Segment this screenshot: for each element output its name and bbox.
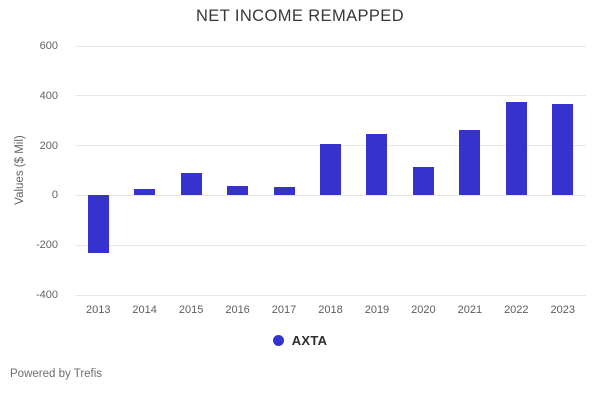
bar-2013[interactable] <box>87 195 109 253</box>
bar-2021[interactable] <box>459 129 481 196</box>
bar-2019[interactable] <box>366 134 388 196</box>
gridline--200 <box>75 244 586 246</box>
gridline-600 <box>75 45 586 47</box>
x-tick-2021: 2021 <box>457 304 483 316</box>
legend: AXTA <box>0 333 600 348</box>
x-tick-2018: 2018 <box>318 304 343 316</box>
bar-2015[interactable] <box>180 173 202 196</box>
x-tick-2020: 2020 <box>411 304 436 316</box>
x-tick-2016: 2016 <box>225 304 250 316</box>
x-tick-2013: 2013 <box>85 304 111 316</box>
x-tick-2019: 2019 <box>364 304 390 316</box>
bar-2016[interactable] <box>227 185 249 196</box>
x-tick-2022: 2022 <box>504 304 529 316</box>
bar-2018[interactable] <box>320 144 341 196</box>
x-tick-2017: 2017 <box>271 304 297 316</box>
y-tick--400: -400 <box>35 289 58 301</box>
y-tick-400: 400 <box>39 89 58 102</box>
bar-2022[interactable] <box>505 102 527 196</box>
bar-2020[interactable] <box>412 166 434 196</box>
chart-title: NET INCOME REMAPPED <box>195 7 405 25</box>
gridline--400 <box>75 294 586 296</box>
bar-2014[interactable] <box>134 188 156 196</box>
x-tick-2014: 2014 <box>132 304 157 316</box>
x-tick-2015: 2015 <box>178 304 204 316</box>
gridline-400 <box>75 95 586 97</box>
y-tick--200: -200 <box>35 239 58 252</box>
legend-marker-icon[interactable] <box>272 335 284 346</box>
gridline-0 <box>75 194 586 196</box>
y-tick-600: 600 <box>39 40 58 52</box>
legend-item-axta[interactable]: AXTA <box>291 333 328 348</box>
y-tick-200: 200 <box>39 139 58 152</box>
x-tick-2023: 2023 <box>550 304 575 316</box>
bar-2023[interactable] <box>552 103 574 196</box>
bar-2017[interactable] <box>273 186 295 196</box>
powered-by-trefis-text: Powered by Trefis <box>10 368 103 380</box>
y-tick-0: 0 <box>51 189 58 202</box>
